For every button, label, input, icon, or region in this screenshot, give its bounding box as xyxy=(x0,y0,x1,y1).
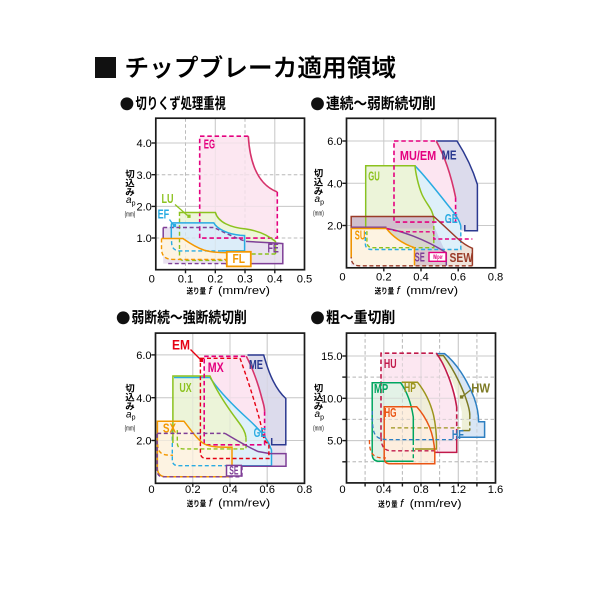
svg-text:2.0: 2.0 xyxy=(137,202,152,214)
svg-text:EG: EG xyxy=(204,136,215,151)
svg-text:MX: MX xyxy=(208,360,224,375)
svg-text:SE: SE xyxy=(415,250,425,265)
svg-text:ap: ap xyxy=(126,409,136,421)
svg-text:f: f xyxy=(209,285,214,297)
svg-text:0: 0 xyxy=(339,484,345,496)
svg-text:ap: ap xyxy=(315,409,325,421)
svg-text:4.0: 4.0 xyxy=(136,393,151,405)
svg-text:0.2: 0.2 xyxy=(376,271,392,283)
svg-text:HU: HU xyxy=(384,356,397,371)
svg-text:6.0: 6.0 xyxy=(327,136,342,148)
svg-text:0.8: 0.8 xyxy=(297,484,313,496)
svg-text:(mm): (mm) xyxy=(125,424,136,433)
svg-text:HW: HW xyxy=(471,381,490,396)
svg-text:(mm/rev): (mm/rev) xyxy=(410,498,462,510)
svg-text:EF: EF xyxy=(158,206,170,221)
svg-text:MP: MP xyxy=(374,381,388,396)
svg-text:6.0: 6.0 xyxy=(136,350,151,362)
svg-text:2.0: 2.0 xyxy=(327,221,342,233)
svg-text:(mm/rev): (mm/rev) xyxy=(406,285,458,297)
svg-text:GE: GE xyxy=(254,425,267,440)
svg-text:(mm): (mm) xyxy=(125,209,136,218)
svg-text:ap: ap xyxy=(315,194,325,206)
svg-text:HG: HG xyxy=(384,405,396,420)
svg-text:(mm/rev): (mm/rev) xyxy=(218,285,270,297)
svg-text:0.8: 0.8 xyxy=(413,484,429,496)
svg-text:0.4: 0.4 xyxy=(267,273,283,285)
svg-text:ME: ME xyxy=(249,357,263,372)
svg-text:GU: GU xyxy=(368,169,380,184)
svg-text:(mm): (mm) xyxy=(313,209,324,218)
svg-text:0.6: 0.6 xyxy=(259,484,275,496)
svg-text:0.8: 0.8 xyxy=(488,271,504,283)
svg-text:LU: LU xyxy=(162,191,174,206)
svg-text:0.4: 0.4 xyxy=(222,484,238,496)
svg-text:GE: GE xyxy=(445,211,458,226)
svg-text:EM: EM xyxy=(172,337,190,353)
svg-text:UX: UX xyxy=(179,380,191,395)
svg-text:HP: HP xyxy=(404,380,416,395)
svg-text:3.0: 3.0 xyxy=(137,170,152,182)
svg-text:10.0: 10.0 xyxy=(321,393,342,405)
svg-text:0.4: 0.4 xyxy=(413,271,429,283)
svg-text:Wiper: Wiper xyxy=(433,254,443,261)
svg-text:0.3: 0.3 xyxy=(237,273,253,285)
svg-text:ME: ME xyxy=(442,147,457,162)
svg-text:15.0: 15.0 xyxy=(321,351,342,363)
svg-text:4.0: 4.0 xyxy=(137,138,152,150)
svg-text:0.5: 0.5 xyxy=(297,273,313,285)
svg-text:SX: SX xyxy=(163,421,176,436)
svg-text:0: 0 xyxy=(149,273,155,285)
svg-text:f: f xyxy=(397,285,402,297)
svg-text:1.2: 1.2 xyxy=(451,484,467,496)
svg-text:f: f xyxy=(400,498,405,510)
svg-text:0.2: 0.2 xyxy=(208,273,224,285)
svg-text:SEW: SEW xyxy=(450,250,474,265)
svg-text:2.0: 2.0 xyxy=(136,436,151,448)
svg-text:0.6: 0.6 xyxy=(450,271,466,283)
svg-text:1.0: 1.0 xyxy=(137,233,152,245)
svg-text:0.1: 0.1 xyxy=(178,273,194,285)
svg-text:SE: SE xyxy=(229,463,238,477)
svg-text:SU: SU xyxy=(355,227,366,242)
svg-text:FE: FE xyxy=(268,241,280,256)
svg-text:0: 0 xyxy=(148,484,154,496)
svg-text:HF: HF xyxy=(452,427,464,442)
svg-text:FL: FL xyxy=(233,251,246,266)
svg-text:4.0: 4.0 xyxy=(327,178,342,190)
svg-text:MU/EM: MU/EM xyxy=(400,149,436,163)
svg-text:(mm/rev): (mm/rev) xyxy=(218,498,270,510)
svg-text:5.0: 5.0 xyxy=(327,436,342,448)
svg-text:f: f xyxy=(209,498,214,510)
svg-text:(mm): (mm) xyxy=(313,423,324,432)
svg-text:1.6: 1.6 xyxy=(488,484,504,496)
svg-text:ap: ap xyxy=(126,195,136,207)
svg-text:0.2: 0.2 xyxy=(185,484,201,496)
svg-text:0.4: 0.4 xyxy=(376,484,392,496)
svg-text:0: 0 xyxy=(339,271,345,283)
